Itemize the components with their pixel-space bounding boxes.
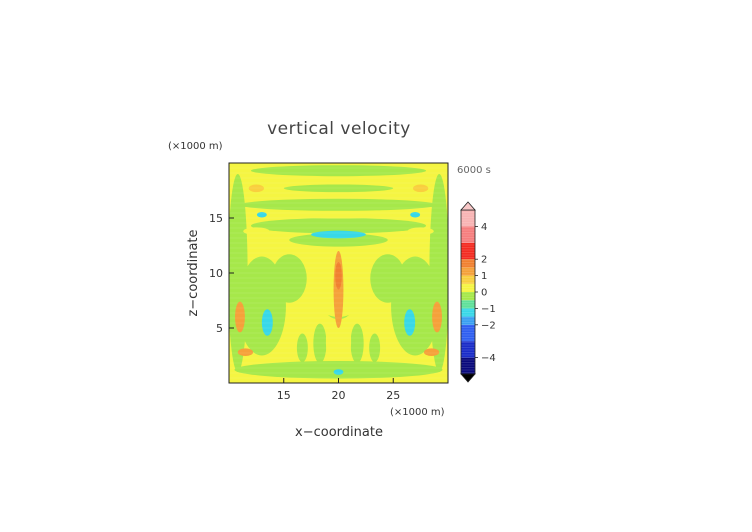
y-axis-label: z−coordinate [186,229,201,316]
weak-downdraft-region [296,333,308,363]
colorbar-tick-label: −2 [481,320,496,331]
colorbar-level [461,267,475,276]
neutral-region [283,210,394,219]
neutral-region [345,325,352,357]
colorbar-level [461,324,475,342]
updraft-spot [432,301,442,333]
x-tick-label: 15 [277,389,291,402]
updraft-spot [235,301,245,333]
downdraft-band [311,230,366,239]
updraft-spot [412,184,429,193]
chart-title: vertical velocity [267,119,411,139]
colorbar-tick-label: 2 [481,255,487,266]
weak-downdraft-region [250,218,427,234]
colorbar-level [461,275,475,284]
updraft-spot [248,184,265,193]
weak-downdraft-region [289,233,388,247]
colorbar-tick-label: −1 [481,304,496,315]
weak-downdraft-region [369,333,381,363]
colorbar-over-arrow [460,201,476,211]
neutral-region [325,325,332,357]
weak-downdraft-region [283,184,394,193]
colorbar-level [461,292,475,301]
colorbar-level [461,341,475,358]
updraft-spot [423,348,440,357]
weak-downdraft-region [370,254,406,303]
downdraft-spot [333,369,344,375]
colorbar-level [461,242,475,260]
colorbar: 4 2 1 0 −1 −2 −4 [460,201,496,383]
colorbar-level [461,226,475,243]
colorbar-level [461,259,475,268]
weak-downdraft-region [250,165,427,177]
downdraft-spot [261,309,273,336]
weak-downdraft-region [271,254,307,303]
downdraft-spot [410,211,421,218]
x-tick-label: 25 [386,389,400,402]
neutral-region [407,227,434,236]
y-tick-label: 10 [209,267,223,280]
colorbar-tick-label: 0 [481,288,487,299]
y-axis: 5 10 15 [209,212,234,335]
colorbar-tick-label: −4 [481,353,496,364]
weak-downdraft-region [350,323,364,364]
y-tick-label: 5 [216,322,223,335]
colorbar-level [461,357,475,374]
y-unit-label: (×1000 m) [168,141,223,152]
colorbar-level [461,300,475,309]
colorbar-level [461,308,475,317]
colorbar-level [461,210,475,227]
x-axis: 15 20 25 [277,378,400,402]
x-tick-label: 20 [332,389,346,402]
colorbar-under-arrow [460,373,476,383]
time-label: 6000 s [457,165,491,176]
downdraft-spot [404,309,416,336]
updraft-core [335,262,342,290]
weak-downdraft-region [313,323,327,364]
downdraft-spot [256,211,267,218]
neutral-region [243,227,270,236]
weak-downdraft-region [239,198,438,211]
y-tick-label: 15 [209,212,223,225]
updraft-spot [237,348,254,357]
colorbar-tick-label: 4 [481,222,487,233]
x-unit-label: (×1000 m) [390,407,445,418]
x-axis-label: x−coordinate [295,425,383,440]
colorbar-level [461,316,475,325]
colorbar-level [461,283,475,292]
colorbar-tick-label: 1 [481,271,487,282]
velocity-field [229,163,448,383]
